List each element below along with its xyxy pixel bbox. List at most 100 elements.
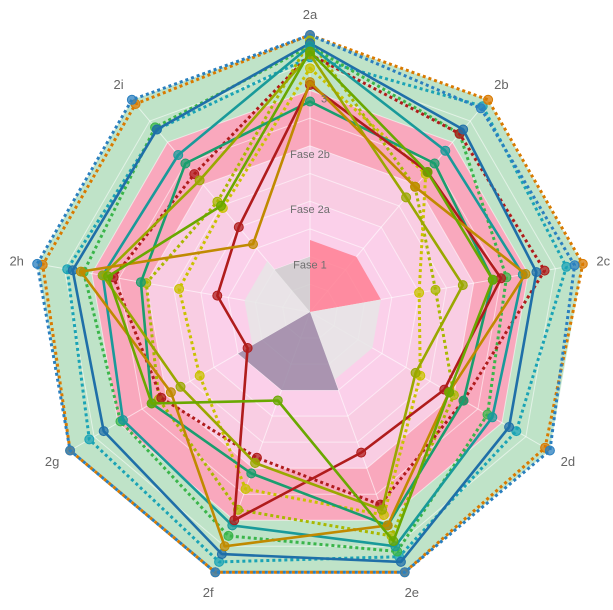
series-point[interactable] bbox=[401, 192, 412, 203]
series-point[interactable] bbox=[457, 280, 468, 291]
series-point[interactable] bbox=[233, 222, 244, 233]
series-point[interactable] bbox=[414, 287, 425, 298]
series-point[interactable] bbox=[98, 426, 109, 437]
series-point[interactable] bbox=[194, 175, 205, 186]
series-point[interactable] bbox=[250, 458, 261, 468]
series-point[interactable] bbox=[388, 536, 399, 547]
grid-ring bbox=[63, 62, 557, 547]
series-point[interactable] bbox=[531, 267, 542, 278]
series-point[interactable] bbox=[146, 398, 157, 409]
series-point[interactable] bbox=[539, 265, 550, 276]
series-point[interactable] bbox=[429, 158, 440, 169]
series-line bbox=[79, 80, 527, 548]
series-point[interactable] bbox=[544, 445, 555, 456]
series-point[interactable] bbox=[212, 290, 223, 301]
series-line bbox=[144, 39, 456, 538]
axis-labels: 2a 2b 2c 2d 2e 2f 2g 2h 2i bbox=[9, 7, 610, 600]
series-point[interactable] bbox=[410, 181, 421, 192]
series-point[interactable] bbox=[194, 370, 205, 381]
series-point[interactable] bbox=[117, 415, 128, 425]
series-point[interactable] bbox=[242, 343, 253, 353]
inner-sector bbox=[274, 256, 310, 312]
series-point[interactable] bbox=[399, 567, 410, 578]
series-point[interactable] bbox=[210, 567, 221, 578]
series-point[interactable] bbox=[75, 266, 86, 277]
series-point[interactable] bbox=[67, 265, 78, 276]
axis-label: 2d bbox=[561, 454, 575, 469]
axis-label: 2f bbox=[203, 585, 214, 600]
series-line bbox=[35, 33, 577, 574]
series-point[interactable] bbox=[487, 274, 498, 285]
series-point[interactable] bbox=[305, 63, 315, 74]
series-point[interactable] bbox=[561, 261, 572, 272]
series-point[interactable] bbox=[135, 277, 146, 288]
series-point[interactable] bbox=[151, 124, 162, 135]
series-point[interactable] bbox=[305, 46, 315, 57]
axis-label: 2c bbox=[596, 253, 610, 268]
series-point[interactable] bbox=[272, 395, 283, 406]
series bbox=[32, 30, 580, 578]
grid-ring bbox=[118, 117, 502, 495]
series-point[interactable] bbox=[103, 271, 114, 282]
series-point[interactable] bbox=[487, 412, 498, 423]
series-point[interactable] bbox=[483, 94, 494, 105]
series-point[interactable] bbox=[430, 284, 441, 295]
series-point[interactable] bbox=[458, 395, 469, 406]
series-point[interactable] bbox=[173, 150, 184, 160]
series-point[interactable] bbox=[569, 260, 580, 271]
series-point[interactable] bbox=[377, 504, 387, 515]
inner-sector bbox=[310, 240, 381, 312]
series-point[interactable] bbox=[422, 167, 433, 177]
series-line bbox=[82, 44, 508, 553]
grid-ring bbox=[200, 200, 420, 417]
series-line bbox=[177, 66, 428, 517]
series-point[interactable] bbox=[520, 269, 531, 279]
series-point[interactable] bbox=[156, 392, 167, 403]
series-point[interactable] bbox=[219, 541, 230, 552]
series-point[interactable] bbox=[305, 96, 315, 107]
series-point[interactable] bbox=[189, 169, 200, 180]
series-line bbox=[65, 55, 568, 564]
series-point[interactable] bbox=[240, 484, 251, 494]
axis-label: 2b bbox=[494, 77, 508, 92]
series-point[interactable] bbox=[65, 445, 76, 456]
series-point[interactable] bbox=[174, 283, 185, 294]
series-point[interactable] bbox=[475, 103, 486, 114]
inner-sector bbox=[244, 261, 310, 346]
series-point[interactable] bbox=[356, 447, 367, 458]
series-line bbox=[71, 41, 538, 564]
axis-label: 2g bbox=[45, 454, 59, 469]
series-point[interactable] bbox=[504, 422, 515, 432]
series-point[interactable] bbox=[84, 434, 95, 445]
series-point[interactable] bbox=[458, 124, 469, 135]
series-point[interactable] bbox=[223, 530, 234, 541]
series-line bbox=[106, 50, 495, 543]
series-point[interactable] bbox=[246, 468, 257, 479]
series-point[interactable] bbox=[444, 387, 455, 398]
series-point[interactable] bbox=[216, 200, 226, 211]
series-point[interactable] bbox=[32, 258, 43, 269]
phase-labels: Fase 1 Fase 2a Fase 2b 3 bbox=[290, 93, 331, 271]
series-point[interactable] bbox=[410, 367, 421, 378]
series-line bbox=[139, 100, 495, 527]
series-point[interactable] bbox=[440, 145, 451, 156]
series-point[interactable] bbox=[395, 556, 406, 567]
series-point[interactable] bbox=[305, 77, 315, 88]
grid-spoke bbox=[69, 311, 311, 451]
series-point[interactable] bbox=[175, 381, 186, 392]
series-point[interactable] bbox=[496, 273, 506, 284]
inner-sector bbox=[310, 299, 381, 380]
axis-label: 2e bbox=[405, 585, 419, 600]
series-point[interactable] bbox=[126, 94, 137, 105]
series-point[interactable] bbox=[248, 239, 258, 250]
series bbox=[67, 38, 542, 567]
series-line bbox=[101, 53, 465, 512]
series-point[interactable] bbox=[165, 387, 176, 398]
series-point[interactable] bbox=[229, 515, 240, 526]
series-point[interactable] bbox=[382, 520, 393, 531]
series-point[interactable] bbox=[577, 258, 588, 269]
axis-label: 2i bbox=[114, 77, 124, 92]
series-point[interactable] bbox=[180, 158, 191, 169]
axis-label: 2h bbox=[9, 253, 23, 268]
